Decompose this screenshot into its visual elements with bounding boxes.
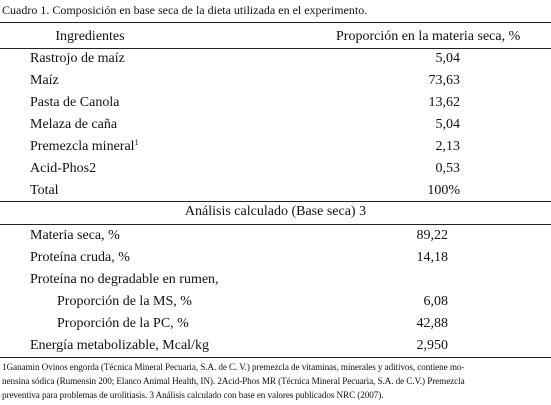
row-value: 5,04: [435, 51, 461, 66]
row-value: 13,62: [428, 95, 461, 110]
footnote-line: preventiva para problemas de urolitiasis…: [2, 390, 384, 400]
rule: [0, 201, 551, 202]
label-text: Proporción de la MS, %: [57, 294, 192, 309]
footnote-line: 1Ganamin Ovinos engorda (Técnica Mineral…: [2, 362, 465, 372]
rule: [0, 357, 551, 358]
row-value: 6,08: [423, 294, 449, 309]
row-value: 5,04: [435, 117, 461, 132]
label-text: Premezcla mineral: [30, 139, 135, 154]
rule: [0, 48, 551, 49]
row-label: Premezcla mineral1: [30, 139, 139, 155]
label-text: Proteína cruda, %: [30, 250, 130, 265]
row-label: Total: [30, 183, 59, 199]
row-value: 2,950: [416, 338, 449, 353]
row-label: Proporción de la PC, %: [57, 316, 189, 332]
row-label: Proteína cruda, %: [30, 250, 130, 266]
row-value: 42,88: [416, 316, 449, 331]
label-text: Melaza de caña: [30, 117, 118, 132]
row-label: Acid-Phos2: [30, 161, 96, 177]
label-text: Rastrojo de maíz: [30, 51, 125, 66]
row-value: 0,53: [435, 161, 461, 176]
row-label: Maíz: [30, 73, 59, 89]
label-text: Maíz: [30, 73, 59, 88]
footnote-line: nensina sódica (Rumensin 200; Elanco Ani…: [2, 376, 465, 386]
row-value: 89,22: [416, 228, 449, 243]
row-label: Energía metabolizable, Mcal/kg: [30, 338, 209, 354]
label-text: Energía metabolizable, Mcal/kg: [30, 338, 209, 353]
row-value: 100%: [427, 183, 460, 198]
row-value: 73,63: [428, 73, 461, 88]
label-text: Materia seca, %: [30, 228, 120, 243]
header-cell: Proporción en la materia seca, %: [336, 29, 521, 44]
row-label: Materia seca, %: [30, 228, 120, 244]
label-text: Pasta de Canola: [30, 95, 120, 110]
row-label: Pasta de Canola: [30, 95, 119, 111]
row-label: Proteína no degradable en rumen,: [30, 272, 219, 288]
superscript: 1: [134, 138, 139, 147]
rule: [0, 224, 551, 225]
row-value: 2,13: [435, 139, 461, 154]
row-value: 14,18: [416, 250, 449, 265]
label-text: Proteína no degradable en rumen,: [30, 272, 219, 287]
row-label: Proporción de la MS, %: [57, 294, 192, 310]
header-cell: Ingredientes: [55, 29, 125, 44]
rule: [0, 22, 551, 23]
row-label: Rastrojo de maíz: [30, 51, 125, 67]
label-text: Acid-Phos2: [30, 161, 97, 176]
row-label: Melaza de caña: [30, 117, 117, 133]
caption: Cuadro 1. Composición en base seca de la…: [2, 3, 368, 17]
label-text: Total: [30, 183, 59, 198]
section-title: Análisis calculado (Base seca) 3: [184, 204, 367, 219]
label-text: Proporción de la PC, %: [57, 316, 189, 331]
